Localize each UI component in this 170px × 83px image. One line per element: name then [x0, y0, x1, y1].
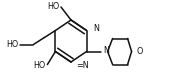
Text: O: O: [137, 47, 143, 56]
Text: HO: HO: [47, 1, 59, 11]
Text: HO: HO: [6, 40, 19, 49]
Text: N: N: [94, 24, 99, 33]
Text: HO: HO: [33, 61, 46, 70]
Text: N: N: [104, 46, 109, 55]
Text: =N: =N: [76, 61, 89, 69]
